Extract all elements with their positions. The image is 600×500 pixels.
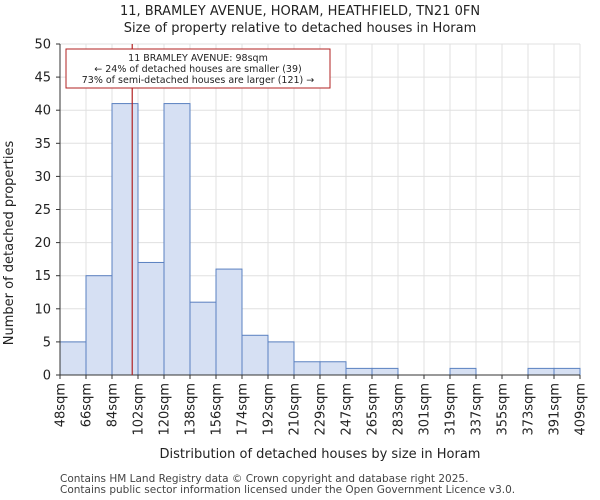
footer-copyright: Contains HM Land Registry data © Crown c…	[60, 473, 469, 485]
annotation-box	[65, 48, 331, 89]
y-tick-label: 0	[43, 369, 51, 384]
x-tick-label: 283sqm	[392, 383, 407, 436]
x-tick-label: 120sqm	[158, 383, 173, 436]
x-tick-label: 319sqm	[444, 383, 459, 436]
annotation-layer: 11 BRAMLEY AVENUE: 98sqm← 24% of detache…	[65, 48, 331, 89]
x-axis-label: Distribution of detached houses by size …	[160, 447, 481, 462]
histogram-bar	[137, 261, 165, 376]
x-tick-label: 138sqm	[184, 383, 199, 436]
y-tick-label: 50	[34, 38, 51, 53]
bars-layer	[59, 103, 581, 376]
y-tick-label: 5	[43, 335, 51, 350]
histogram-bar	[319, 361, 347, 376]
y-tick-label: 35	[34, 137, 51, 152]
histogram-bar	[85, 275, 113, 376]
histogram-bar	[59, 341, 87, 376]
y-tick-label: 40	[34, 104, 51, 119]
x-tick-label: 247sqm	[340, 383, 355, 436]
histogram-bar	[345, 367, 373, 376]
x-tick-label: 84sqm	[106, 383, 121, 427]
histogram-bar	[527, 367, 555, 376]
x-tick-label: 102sqm	[132, 383, 147, 436]
x-tick-label: 373sqm	[522, 383, 537, 436]
x-tick-label: 156sqm	[210, 383, 225, 436]
x-tick-label: 66sqm	[80, 383, 95, 427]
chart-title: Size of property relative to detached ho…	[123, 21, 477, 36]
x-tick-label: 391sqm	[548, 383, 563, 436]
histogram-bar	[449, 367, 477, 376]
axes-layer	[56, 43, 581, 379]
x-tick-label: 265sqm	[366, 383, 381, 436]
x-tick-label: 301sqm	[418, 383, 433, 436]
y-tick-labels: 0 5 10 15 20 25 30 35 40 45 50	[34, 38, 51, 384]
histogram-bar	[241, 334, 269, 376]
histogram-bar	[163, 103, 191, 376]
y-tick-label: 25	[34, 203, 51, 218]
x-tick-labels: 48sqm 66sqm 84sqm 102sqm 120sqm 138sqm 156sqm 1…	[54, 383, 589, 436]
histogram-bar	[553, 367, 581, 376]
annotation-line2: ← 24% of detached houses are smaller (39…	[94, 64, 301, 75]
chart-title-address: 11, BRAMLEY AVENUE, HORAM, HEATHFIELD, T…	[119, 4, 481, 19]
histogram-bar	[215, 268, 243, 376]
x-tick-label: 229sqm	[314, 383, 329, 436]
y-tick-label: 10	[34, 302, 51, 317]
histogram-chart: 0 5 10 15 20 25 30 35 40 45 50 48sqm 66sqm 84sqm 102s…	[2, 38, 589, 463]
y-axis-label: Number of detached properties	[2, 141, 17, 346]
x-tick-label: 48sqm	[54, 383, 69, 427]
histogram-bar	[371, 367, 399, 376]
x-tick-label: 337sqm	[470, 383, 485, 436]
histogram-bar	[111, 103, 139, 376]
annotation-line3: 73% of semi-detached houses are larger (…	[82, 75, 315, 86]
x-tick-label: 174sqm	[236, 383, 251, 436]
x-tick-label: 409sqm	[574, 383, 589, 436]
histogram-bar	[267, 341, 295, 376]
histogram-bar	[189, 301, 217, 376]
y-tick-label: 45	[34, 71, 51, 86]
x-tick-label: 210sqm	[288, 383, 303, 436]
y-tick-label: 20	[34, 236, 51, 251]
histogram-bar	[293, 361, 321, 376]
annotation-line1: 11 BRAMLEY AVENUE: 98sqm	[128, 53, 268, 64]
footer-licence: Contains public sector information licen…	[60, 484, 516, 496]
y-tick-label: 15	[34, 269, 51, 284]
x-tick-label: 192sqm	[262, 383, 277, 436]
y-tick-label: 30	[34, 170, 51, 185]
x-tick-label: 355sqm	[496, 383, 511, 436]
